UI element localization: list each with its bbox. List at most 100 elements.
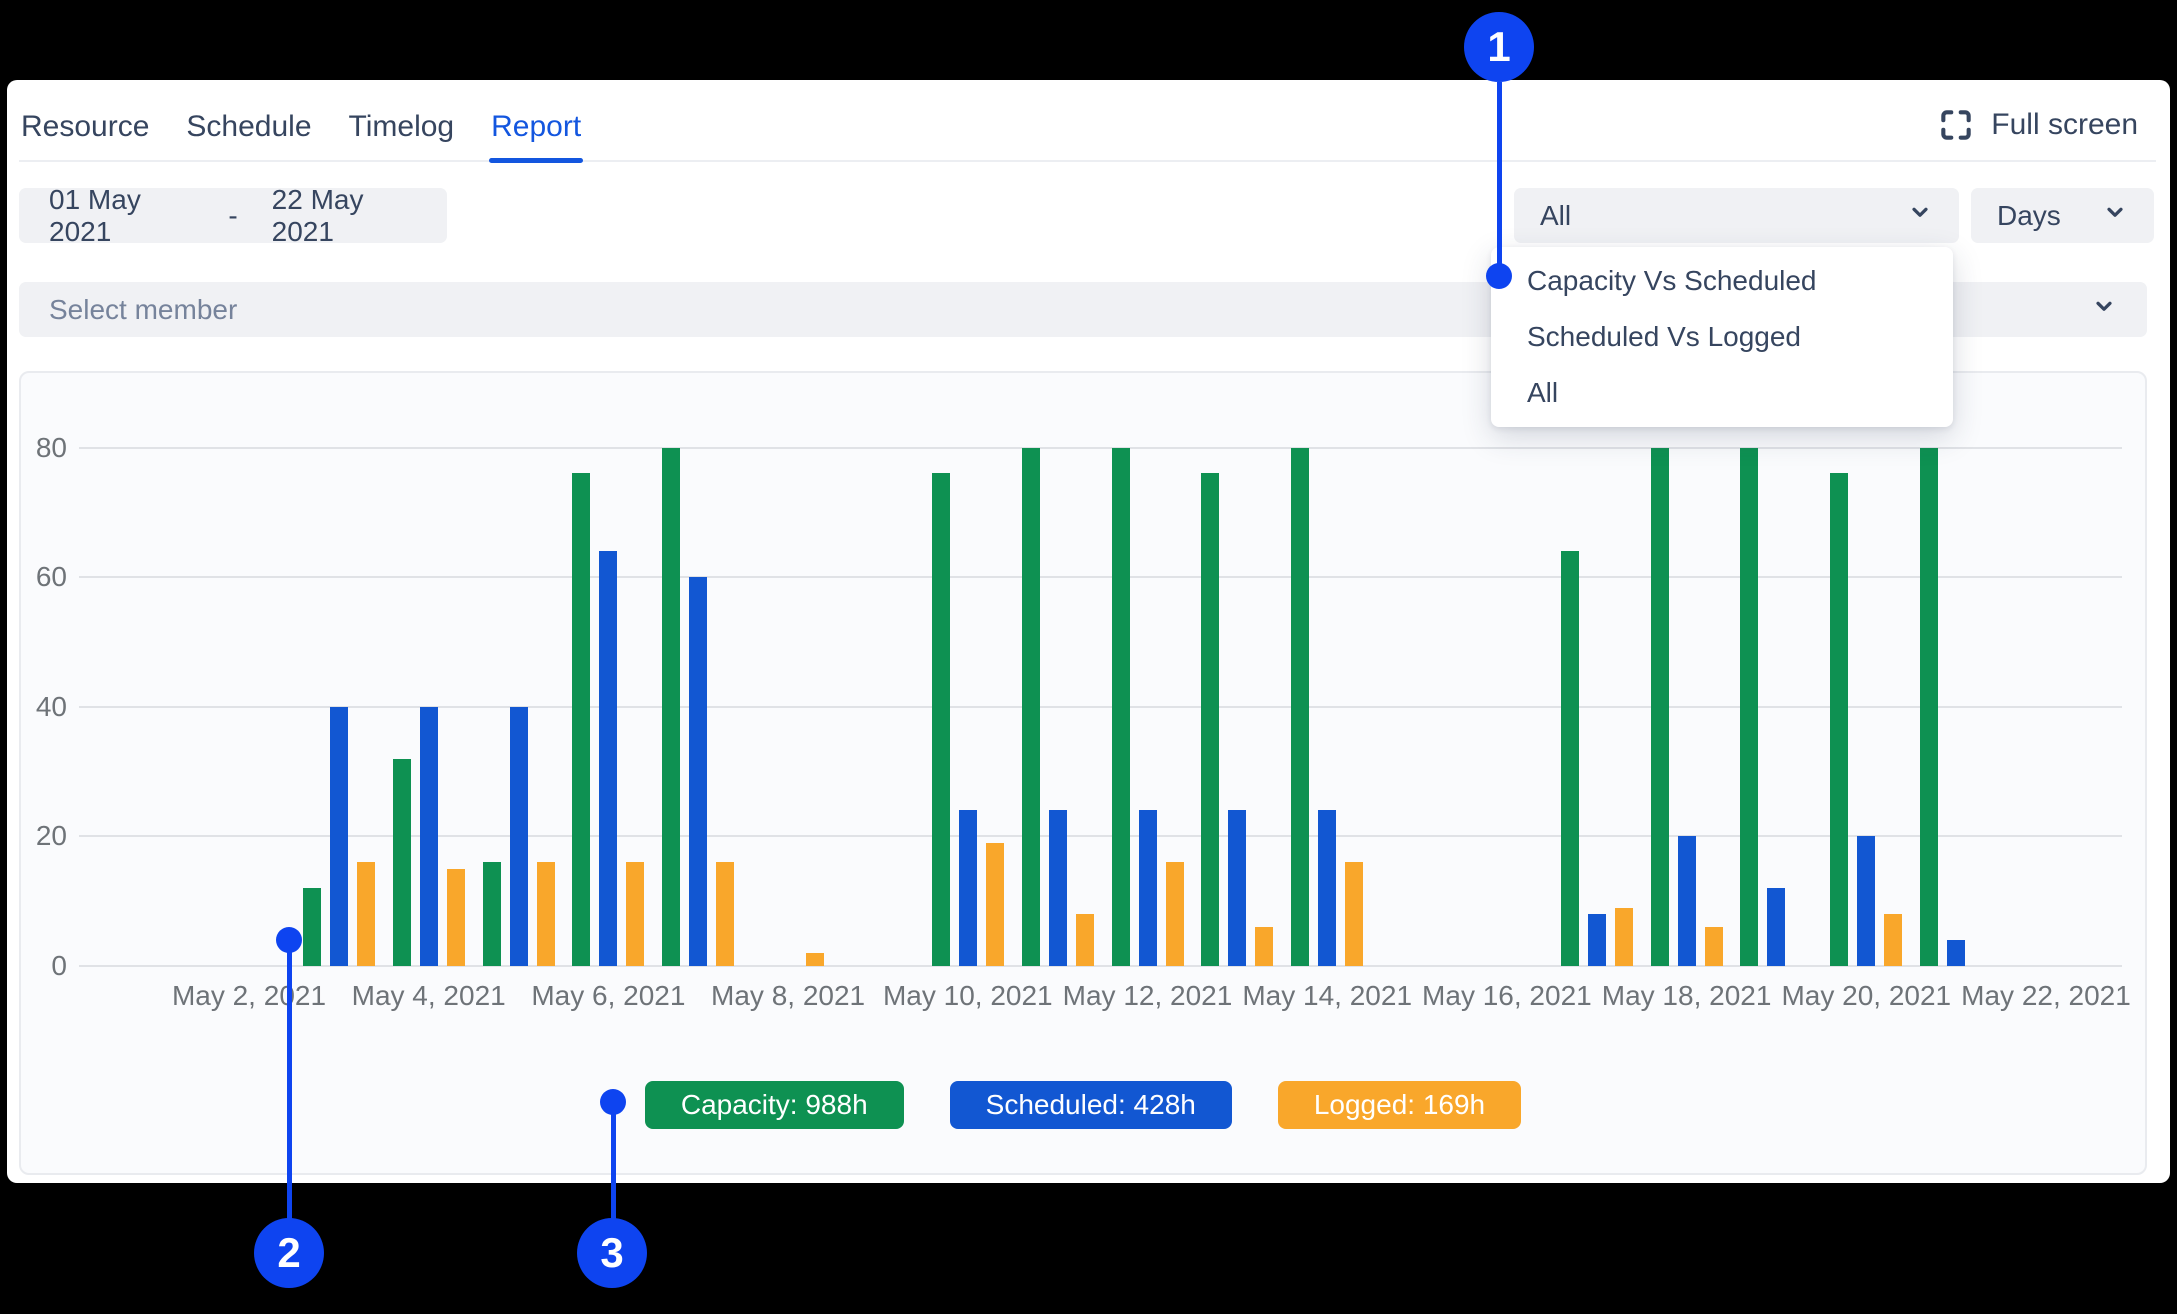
bar-scheduled-may-6: [599, 551, 618, 966]
bar-capacity-may-19: [1740, 447, 1759, 966]
bar-logged-may-12: [1165, 862, 1184, 966]
bar-scheduled-may-14: [1318, 810, 1337, 966]
legend-scheduled-button[interactable]: Scheduled: 428h: [949, 1081, 1232, 1129]
bar-capacity-may-20: [1830, 473, 1849, 966]
report-type-value: All: [1540, 199, 1572, 231]
x-tick-label: May 4, 2021: [351, 980, 506, 1011]
x-tick-label: May 6, 2021: [531, 980, 686, 1011]
bar-scheduled-may-11: [1048, 810, 1067, 966]
y-tick-label: 0: [51, 950, 67, 981]
chevron-down-icon: [1907, 199, 1933, 232]
annotation-line-1: [1497, 82, 1502, 276]
bar-logged-may-7: [716, 862, 735, 966]
x-tick-label: May 14, 2021: [1242, 980, 1413, 1011]
tab-resource[interactable]: Resource: [21, 110, 150, 143]
x-tick-label: May 12, 2021: [1062, 980, 1233, 1011]
bar-scheduled-may-18: [1677, 836, 1696, 966]
gridline-60: [79, 576, 2122, 579]
bar-scheduled-may-17: [1587, 914, 1606, 966]
bar-scheduled-may-4: [419, 706, 438, 966]
bar-capacity-may-6: [572, 473, 591, 966]
bar-capacity-may-5: [482, 862, 501, 966]
bar-capacity-may-7: [662, 447, 681, 966]
chevron-down-icon: [2091, 293, 2117, 326]
annotation-line-2: [287, 940, 292, 1253]
date-range-separator: -: [228, 199, 238, 231]
bar-scheduled-may-7: [689, 577, 708, 966]
fullscreen-icon: [1937, 106, 1975, 144]
y-tick-label: 40: [35, 690, 67, 722]
bar-scheduled-may-3: [329, 706, 348, 966]
x-tick-label: May 10, 2021: [882, 980, 1053, 1011]
bar-scheduled-may-21: [1947, 940, 1966, 966]
bar-scheduled-may-5: [509, 706, 528, 966]
dropdown-item-all[interactable]: All: [1527, 377, 1559, 408]
report-type-dropdown-menu: Capacity Vs Scheduled Scheduled Vs Logged…: [1491, 247, 1953, 427]
bar-capacity-may-17: [1560, 551, 1579, 966]
bar-capacity-may-14: [1291, 447, 1310, 966]
fullscreen-button[interactable]: Full screen: [1937, 106, 2138, 144]
app-window: Resource Schedule Timelog Report Full scree…: [7, 80, 2170, 1183]
bar-capacity-may-18: [1650, 447, 1669, 966]
chevron-down-icon: [2102, 199, 2128, 232]
annotation-line-3: [611, 1102, 616, 1253]
annotation-dot-3: [600, 1089, 626, 1115]
tabs-divider: [19, 160, 2156, 162]
tab-report[interactable]: Report: [489, 110, 584, 163]
date-range-end: 22 May 2021: [271, 183, 364, 247]
date-range-button[interactable]: 01 May 2021 - 22 May 2021: [19, 184, 447, 247]
x-tick-label: May 16, 2021: [1422, 980, 1592, 1011]
bar-logged-may-18: [1704, 927, 1723, 966]
bar-logged-may-14: [1345, 862, 1364, 966]
bar-scheduled-may-19: [1767, 888, 1786, 966]
tab-schedule[interactable]: Schedule: [186, 110, 312, 143]
gridline-20: [79, 835, 2122, 838]
bar-logged-may-5: [536, 862, 555, 966]
y-tick-label: 80: [35, 431, 67, 463]
bar-capacity-may-13: [1201, 473, 1220, 966]
bar-scheduled-may-12: [1138, 810, 1157, 966]
bar-scheduled-may-13: [1228, 810, 1247, 966]
tab-timelog[interactable]: Timelog: [348, 110, 455, 143]
bar-capacity-may-10: [931, 473, 950, 966]
chart-card: Capacity: 988h Scheduled: 428h Logged: 169…: [19, 371, 2147, 1175]
bar-logged-may-4: [446, 868, 465, 966]
annotation-dot-2: [276, 927, 302, 953]
x-tick-label: May 8, 2021: [711, 980, 866, 1011]
member-select-placeholder: Select member: [49, 293, 238, 325]
bar-scheduled-may-10: [958, 810, 977, 966]
fullscreen-label: Full screen: [1991, 108, 2138, 141]
legend-capacity-button[interactable]: Capacity: 988h: [644, 1081, 904, 1129]
bar-capacity-may-21: [1920, 447, 1939, 966]
gridline-40: [79, 705, 2122, 708]
bar-capacity-may-4: [392, 758, 411, 966]
y-tick-label: 60: [35, 561, 67, 593]
bar-logged-may-17: [1614, 907, 1633, 966]
granularity-select[interactable]: Days: [1971, 188, 2154, 243]
annotation-dot-1: [1486, 263, 1512, 289]
granularity-value: Days: [1997, 199, 2061, 231]
bar-scheduled-may-20: [1857, 836, 1876, 966]
annotation-circle-2: 2: [254, 1218, 324, 1288]
legend-logged-button[interactable]: Logged: 169h: [1277, 1081, 1522, 1129]
chart-legend: Capacity: 988h Scheduled: 428h Logged: 169…: [21, 1081, 2145, 1129]
annotation-circle-3: 3: [577, 1218, 647, 1288]
dropdown-item-capacity-vs-scheduled[interactable]: Capacity Vs Scheduled: [1527, 265, 1817, 296]
bar-logged-may-20: [1884, 914, 1903, 966]
gridline-80: [79, 446, 2122, 449]
dropdown-item-scheduled-vs-logged[interactable]: Scheduled Vs Logged: [1527, 321, 1801, 352]
nav-tabs: Resource Schedule Timelog Report: [19, 110, 584, 163]
annotation-circle-1: 1: [1464, 12, 1534, 82]
y-tick-label: 20: [35, 820, 67, 852]
x-tick-label: May 18, 2021: [1601, 980, 1772, 1011]
bar-logged-may-8: [806, 953, 825, 966]
x-tick-label: May 22, 2021: [1961, 980, 2131, 1011]
report-type-select[interactable]: All: [1514, 188, 1959, 243]
bar-logged-may-13: [1255, 927, 1274, 966]
x-tick-label: May 2, 2021: [171, 980, 327, 1011]
gridline-0: [79, 965, 2122, 967]
bar-logged-may-10: [985, 842, 1004, 966]
bar-capacity-may-3: [302, 888, 321, 966]
x-tick-label: May 20, 2021: [1781, 980, 1952, 1011]
